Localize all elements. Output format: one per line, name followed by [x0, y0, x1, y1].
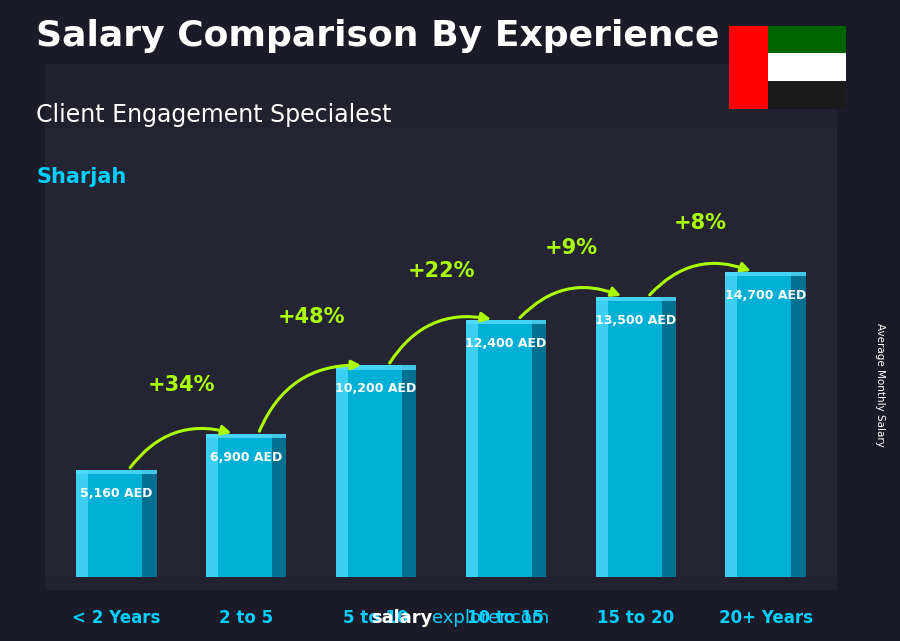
Bar: [76, 470, 157, 577]
Bar: [45, 128, 837, 577]
Text: 13,500 AED: 13,500 AED: [595, 314, 676, 327]
Text: 5,160 AED: 5,160 AED: [80, 487, 153, 500]
Bar: [465, 320, 546, 324]
Text: +48%: +48%: [277, 306, 345, 326]
Bar: [465, 320, 478, 577]
Bar: [791, 272, 806, 577]
Bar: [596, 297, 676, 301]
FancyArrowPatch shape: [650, 263, 748, 295]
Bar: [768, 81, 846, 109]
Text: Client Engagement Specialest: Client Engagement Specialest: [36, 103, 392, 126]
Bar: [725, 272, 806, 577]
Bar: [142, 470, 157, 577]
Bar: [729, 26, 768, 109]
Bar: [76, 470, 88, 577]
Bar: [596, 297, 676, 577]
Bar: [596, 297, 608, 577]
Text: Salary Comparison By Experience: Salary Comparison By Experience: [36, 19, 719, 53]
Text: salary: salary: [371, 609, 432, 627]
Bar: [768, 53, 846, 81]
Bar: [401, 365, 417, 577]
Bar: [272, 434, 286, 577]
FancyArrowPatch shape: [259, 361, 358, 431]
Bar: [206, 434, 286, 438]
Text: 2 to 5: 2 to 5: [220, 609, 274, 627]
Bar: [206, 434, 286, 577]
Text: +34%: +34%: [148, 375, 215, 395]
Text: 15 to 20: 15 to 20: [598, 609, 674, 627]
Bar: [76, 470, 157, 474]
Bar: [725, 272, 806, 276]
Text: +8%: +8%: [674, 213, 727, 233]
Bar: [725, 272, 737, 577]
FancyArrowPatch shape: [390, 313, 488, 363]
Text: < 2 Years: < 2 Years: [72, 609, 160, 627]
Text: explorer.com: explorer.com: [432, 609, 549, 627]
Bar: [45, 64, 837, 590]
Bar: [662, 297, 676, 577]
Bar: [532, 320, 546, 577]
Text: 10 to 15: 10 to 15: [467, 609, 544, 627]
Text: 20+ Years: 20+ Years: [718, 609, 813, 627]
FancyArrowPatch shape: [130, 426, 229, 468]
FancyArrowPatch shape: [520, 288, 618, 318]
Text: 6,900 AED: 6,900 AED: [210, 451, 283, 463]
Text: 14,700 AED: 14,700 AED: [725, 289, 806, 302]
Text: Average Monthly Salary: Average Monthly Salary: [875, 322, 886, 447]
Bar: [768, 26, 846, 53]
Text: 12,400 AED: 12,400 AED: [465, 337, 546, 350]
Text: Sharjah: Sharjah: [36, 167, 126, 187]
Bar: [336, 365, 417, 370]
Bar: [336, 365, 417, 577]
Bar: [206, 434, 218, 577]
Text: +9%: +9%: [544, 238, 598, 258]
Bar: [465, 320, 546, 577]
Text: +22%: +22%: [407, 261, 475, 281]
Text: 5 to 10: 5 to 10: [343, 609, 409, 627]
Text: 10,200 AED: 10,200 AED: [336, 382, 417, 395]
Bar: [336, 365, 348, 577]
